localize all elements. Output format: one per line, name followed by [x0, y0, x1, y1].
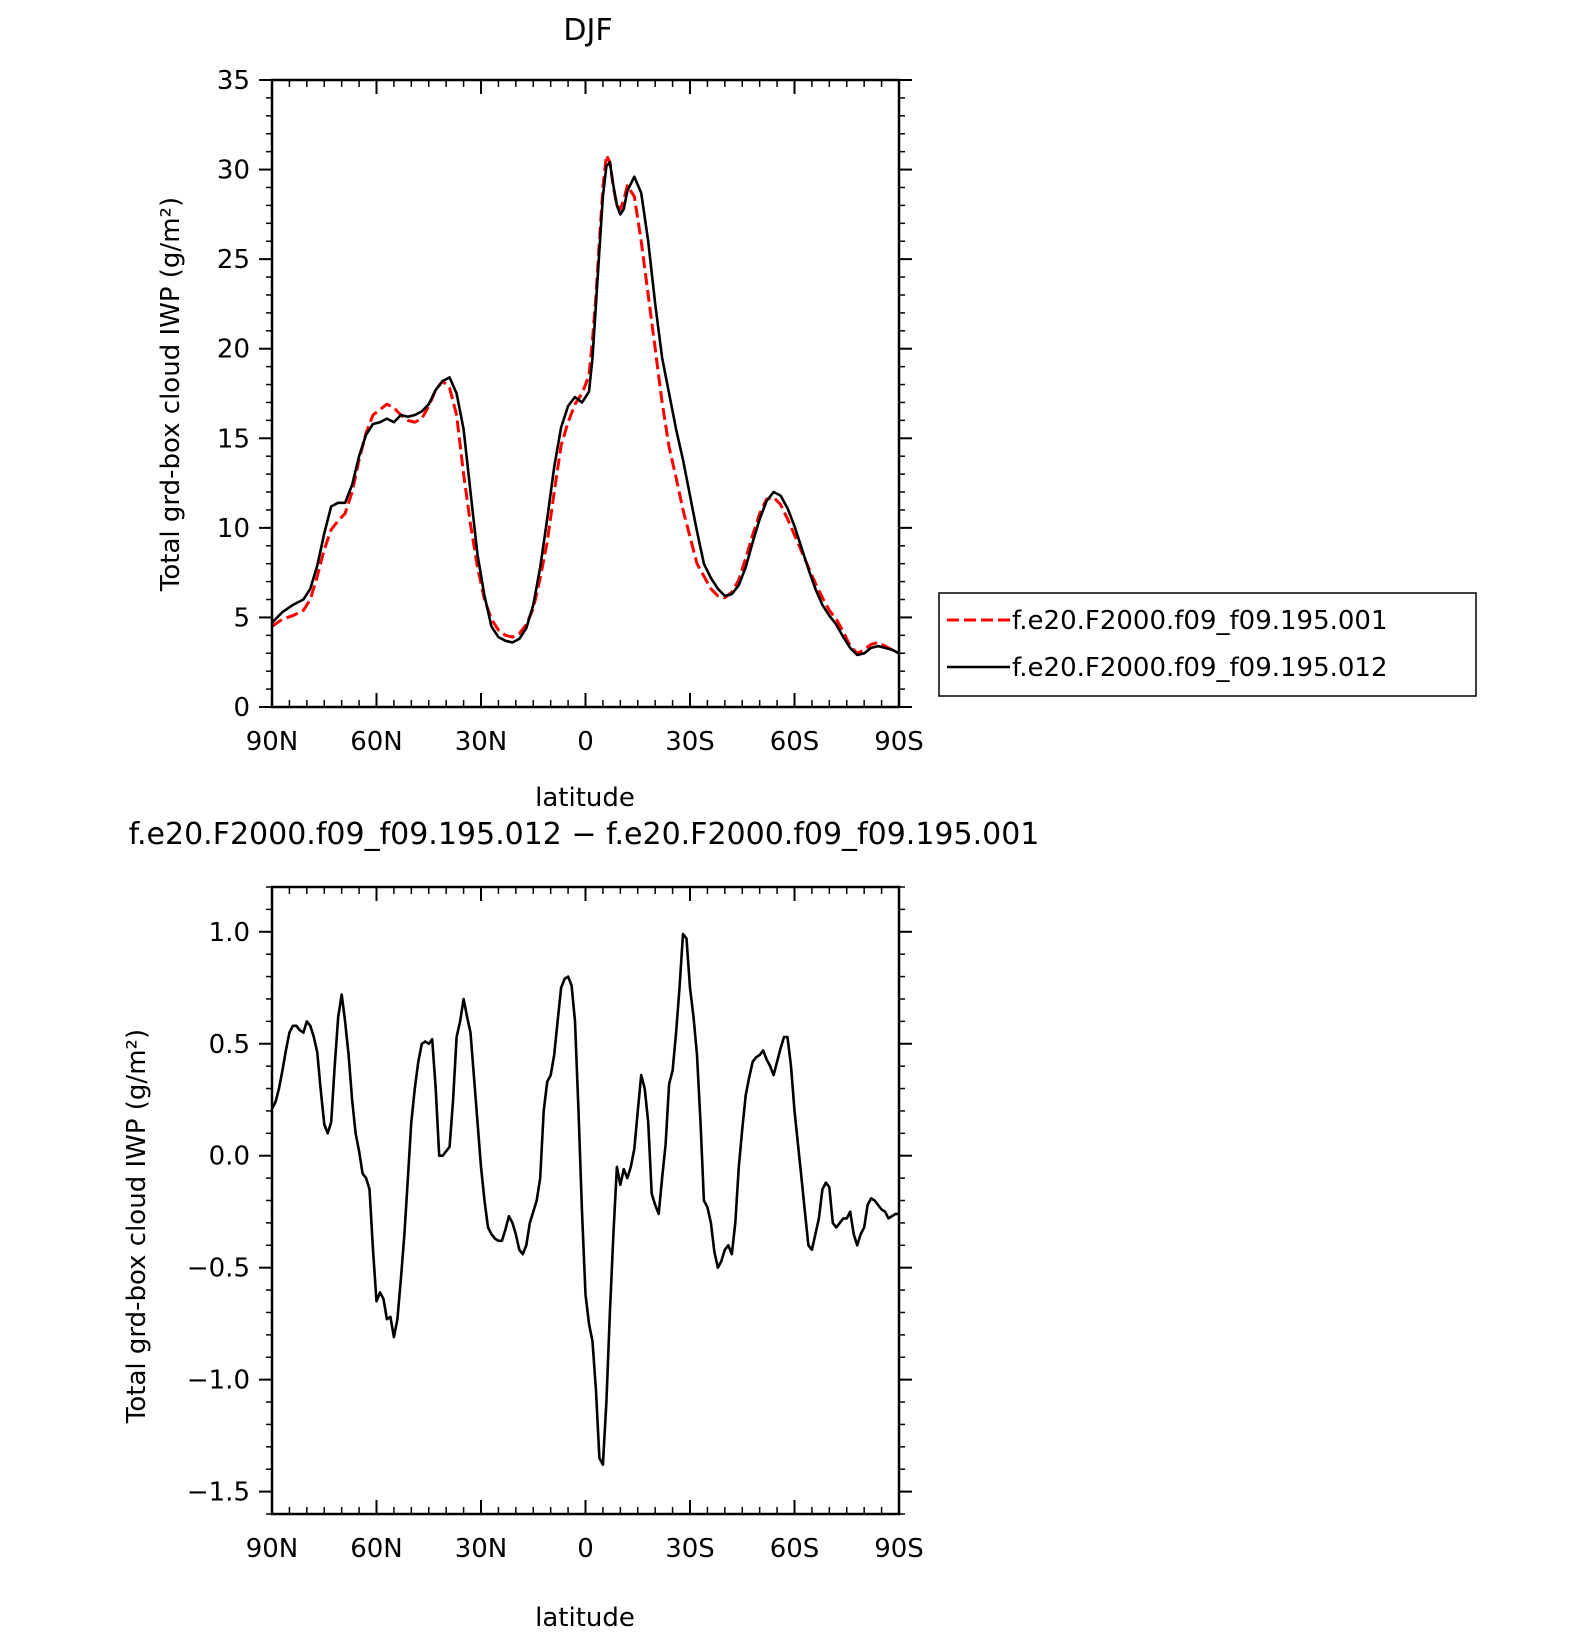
legend-label-012: f.e20.F2000.f09_f09.195.012 [1012, 653, 1388, 683]
bot-x-tick-label: 30S [665, 1534, 715, 1564]
top-x-tick-label: 90N [246, 727, 299, 757]
top-series-line-1 [272, 161, 899, 657]
bot-y-tick-label: 1.0 [209, 918, 250, 948]
bot-y-tick-label: −1.0 [187, 1366, 250, 1396]
bot-x-tick-label: 90S [874, 1534, 924, 1564]
top-y-tick-label: 20 [217, 335, 250, 365]
top-y-tick-label: 10 [217, 514, 250, 544]
bottom-x-axis-label: latitude [535, 1603, 635, 1633]
bottom-y-tick-labels: 1.0 0.5 0.0 −0.5 −1.0 −1.5 [187, 918, 250, 1508]
bottom-panel: f.e20.F2000.f09_f09.195.012 − f.e20.F200… [122, 817, 1039, 1633]
bot-y-tick-label: 0.0 [209, 1142, 250, 1172]
top-x-tick-label: 30N [455, 727, 508, 757]
top-major-ticks [259, 79, 912, 708]
top-y-axis-label: Total grd-box cloud IWP (g/m²) [156, 197, 186, 592]
bottom-minor-ticks [266, 886, 905, 1515]
bottom-title: f.e20.F2000.f09_f09.195.012 − f.e20.F200… [129, 817, 1040, 852]
bottom-x-tick-labels: 90N 60N 30N 0 30S 60S 90S [246, 1534, 924, 1564]
top-x-tick-label: 60N [350, 727, 403, 757]
top-plot-frame [270, 78, 901, 709]
bot-x-tick-label: 0 [577, 1534, 594, 1564]
bottom-plot-frame [270, 885, 901, 1516]
bottom-series-lines [272, 932, 899, 1466]
top-x-tick-label: 60S [770, 727, 820, 757]
top-y-tick-label: 0 [233, 693, 250, 723]
top-panel: DJF 0 5 10 15 20 25 30 35 90N 60N 30N 0 30S 60S 90S l… [156, 13, 924, 813]
top-y-tick-label: 30 [217, 156, 250, 186]
top-title: DJF [563, 13, 612, 48]
bottom-major-ticks [259, 887, 912, 1514]
legend-box [938, 592, 1477, 697]
top-series-line-0 [272, 153, 899, 655]
bot-x-tick-label: 60N [350, 1534, 403, 1564]
top-x-tick-label: 0 [577, 727, 594, 757]
top-x-tick-label: 90S [874, 727, 924, 757]
bottom-y-axis-label: Total grd-box cloud IWP (g/m²) [122, 1029, 152, 1424]
top-minor-ticks [266, 79, 905, 708]
legend: f.e20.F2000.f09_f09.195.001 f.e20.F2000.… [938, 592, 1477, 697]
top-x-tick-labels: 90N 60N 30N 0 30S 60S 90S [246, 727, 924, 757]
legend-label-001: f.e20.F2000.f09_f09.195.001 [1012, 606, 1388, 636]
top-x-axis-label: latitude [535, 783, 635, 813]
bot-y-tick-label: −0.5 [187, 1254, 250, 1284]
top-y-tick-label: 35 [217, 66, 250, 96]
bot-y-tick-label: −1.5 [187, 1478, 250, 1508]
bot-series-line-0 [272, 932, 899, 1466]
bot-x-tick-label: 60S [770, 1534, 820, 1564]
bot-x-tick-label: 90N [246, 1534, 299, 1564]
top-x-tick-label: 30S [665, 727, 715, 757]
top-series-lines [272, 153, 899, 657]
top-y-tick-label: 25 [217, 245, 250, 275]
top-y-tick-label: 15 [217, 424, 250, 454]
bot-x-tick-label: 30N [455, 1534, 508, 1564]
top-y-tick-labels: 0 5 10 15 20 25 30 35 [217, 66, 250, 723]
top-y-tick-label: 5 [233, 603, 250, 633]
bot-y-tick-label: 0.5 [209, 1030, 250, 1060]
